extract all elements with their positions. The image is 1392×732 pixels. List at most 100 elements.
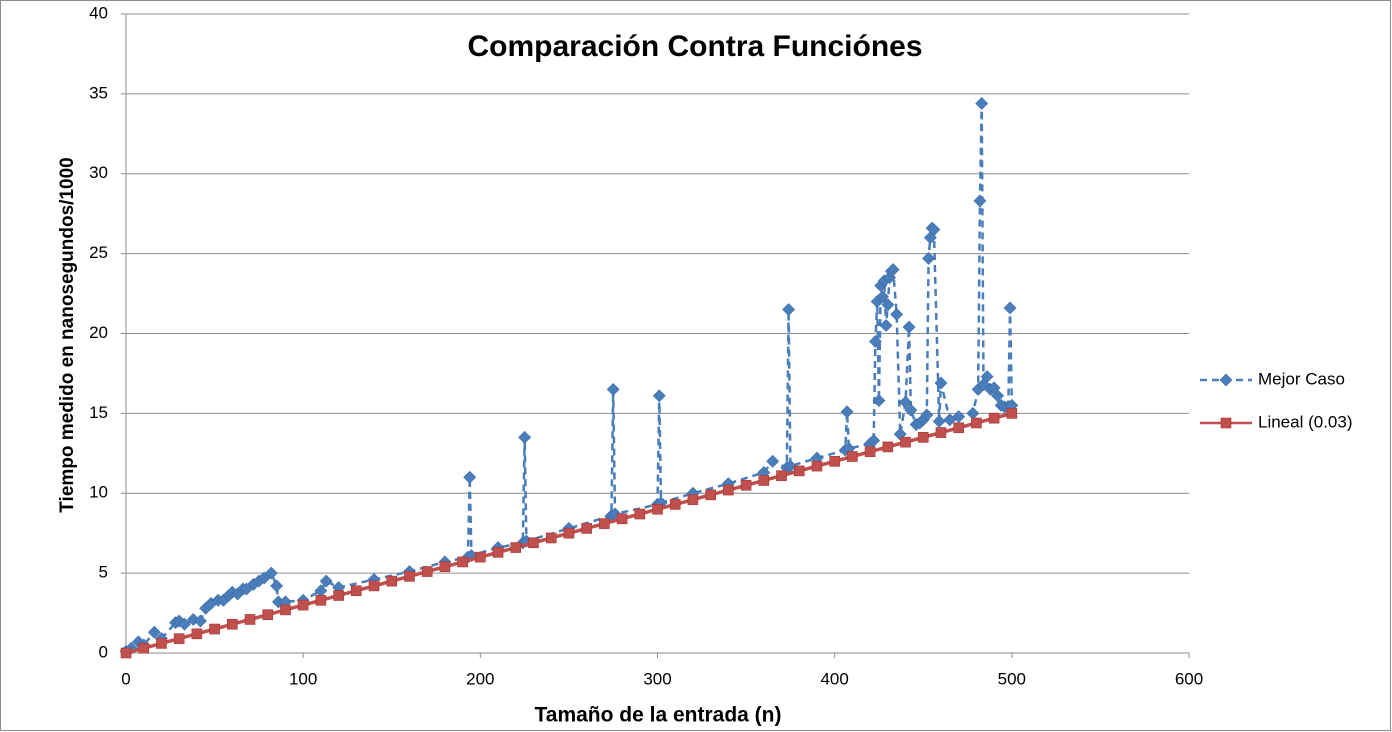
marker xyxy=(319,574,333,588)
marker xyxy=(975,97,989,110)
marker xyxy=(923,231,937,245)
marker xyxy=(973,194,987,208)
marker xyxy=(404,571,415,582)
marker xyxy=(1006,408,1018,419)
marker xyxy=(173,633,185,644)
marker xyxy=(927,223,941,237)
y-tick-label: 5 xyxy=(99,563,108,582)
y-axis-label: Tiempo medido en nanosegundos/1000 xyxy=(57,157,78,512)
marker xyxy=(776,470,787,481)
marker xyxy=(227,618,238,630)
marker xyxy=(935,427,947,438)
marker xyxy=(886,263,900,277)
marker xyxy=(900,436,911,448)
marker xyxy=(297,599,309,611)
marker xyxy=(563,527,575,539)
marker xyxy=(386,575,398,587)
marker xyxy=(890,307,904,321)
y-tick-label: 15 xyxy=(89,403,108,422)
marker xyxy=(186,613,200,626)
marker xyxy=(740,479,752,491)
marker xyxy=(829,455,840,467)
marker xyxy=(475,551,486,563)
marker xyxy=(147,625,161,639)
marker xyxy=(872,394,886,408)
marker xyxy=(280,604,291,616)
marker xyxy=(333,590,344,601)
chart-title: Comparación Contra Funciónes xyxy=(467,30,922,63)
marker xyxy=(980,370,994,384)
marker xyxy=(518,430,532,444)
marker xyxy=(510,542,522,553)
y-tick-label: 25 xyxy=(89,243,108,262)
marker xyxy=(879,319,893,332)
marker xyxy=(599,518,610,529)
marker xyxy=(439,561,451,573)
marker xyxy=(840,405,854,419)
marker xyxy=(421,566,433,577)
x-tick-label: 0 xyxy=(121,669,130,688)
x-tick-label: 400 xyxy=(820,669,848,688)
marker xyxy=(193,614,207,628)
marker xyxy=(528,537,539,549)
marker xyxy=(652,389,666,403)
marker xyxy=(922,251,935,265)
y-tick-label: 10 xyxy=(89,483,108,502)
marker xyxy=(581,523,592,534)
marker xyxy=(904,403,918,417)
marker xyxy=(782,303,796,316)
legend-marker xyxy=(1219,373,1233,387)
marker xyxy=(899,395,912,409)
marker xyxy=(758,475,770,486)
marker xyxy=(882,441,894,453)
marker xyxy=(616,513,628,525)
marker xyxy=(545,532,557,544)
marker xyxy=(669,499,681,510)
marker xyxy=(463,470,477,484)
x-tick-label: 600 xyxy=(1175,669,1203,688)
y-tick-label: 30 xyxy=(89,163,108,182)
marker xyxy=(988,412,1000,424)
marker xyxy=(917,432,929,443)
marker xyxy=(864,446,876,458)
marker xyxy=(766,454,780,468)
legend-label: Lineal (0.03) xyxy=(1258,412,1353,431)
x-tick-label: 200 xyxy=(466,669,494,688)
marker xyxy=(634,508,646,520)
marker xyxy=(847,451,858,462)
marker xyxy=(991,389,1005,403)
marker xyxy=(124,641,138,655)
marker xyxy=(723,484,734,496)
x-tick-label: 300 xyxy=(643,669,671,688)
x-axis-label: Tamaño de la entrada (n) xyxy=(535,704,782,727)
marker xyxy=(793,465,805,477)
marker xyxy=(971,417,982,429)
marker xyxy=(883,271,897,285)
marker xyxy=(264,566,278,580)
marker xyxy=(131,635,145,649)
marker xyxy=(120,647,132,659)
marker xyxy=(138,642,150,654)
marker xyxy=(652,503,663,515)
marker xyxy=(191,628,203,640)
marker xyxy=(209,623,220,635)
marker xyxy=(315,594,327,606)
marker xyxy=(178,617,191,631)
marker xyxy=(977,378,990,392)
marker xyxy=(934,376,948,390)
x-tick-label: 100 xyxy=(289,669,317,688)
marker xyxy=(244,614,256,625)
legend-label: Mejor Caso xyxy=(1258,369,1345,388)
marker xyxy=(881,298,895,312)
x-tick-label: 500 xyxy=(998,669,1026,688)
marker xyxy=(262,609,274,620)
marker xyxy=(920,408,934,422)
y-tick-label: 35 xyxy=(89,83,108,102)
marker xyxy=(705,489,716,501)
marker xyxy=(606,382,620,396)
y-tick-label: 20 xyxy=(89,323,108,342)
marker xyxy=(811,460,823,472)
marker xyxy=(902,320,916,334)
